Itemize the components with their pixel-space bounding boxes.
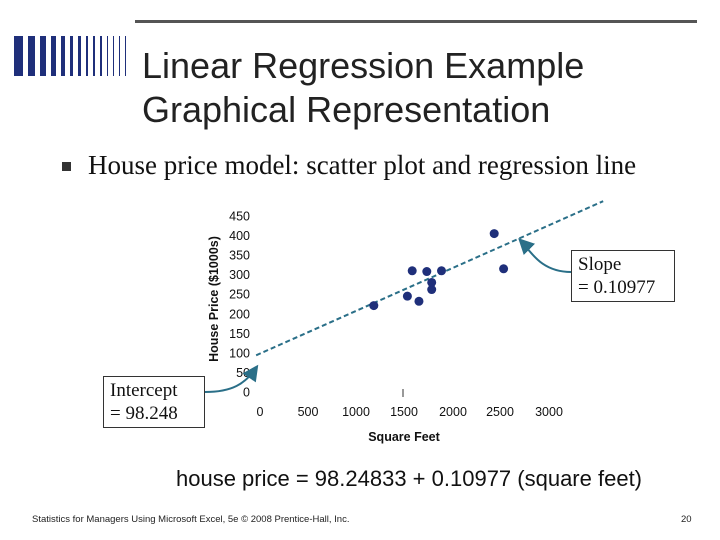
data-point <box>407 266 417 276</box>
slope-value: = 0.10977 <box>578 277 656 298</box>
y-tick-label: 250 <box>229 288 250 302</box>
deco-bar <box>100 36 102 76</box>
intercept-label: Intercept <box>110 380 178 401</box>
data-point <box>427 285 437 295</box>
bullet-text: House price model: scatter plot and regr… <box>88 150 637 180</box>
y-tick-label: 350 <box>229 249 250 263</box>
y-tick-label: 300 <box>229 268 250 282</box>
deco-bar <box>78 36 81 76</box>
data-points <box>369 229 509 311</box>
deco-bar <box>28 36 35 76</box>
footer-citation: Statistics for Managers Using Microsoft … <box>32 514 350 525</box>
title-line-1: Linear Regression Example <box>142 45 585 86</box>
data-point <box>499 264 509 274</box>
x-tick-label: 1500 <box>390 405 418 419</box>
x-tick-label: 2000 <box>439 405 467 419</box>
x-axis-label: Square Feet <box>368 430 440 444</box>
slope-label: Slope <box>578 254 622 275</box>
x-tick-label: 3000 <box>535 405 563 419</box>
intercept-value: = 98.248 <box>110 403 178 424</box>
x-tick-label: 2500 <box>486 405 514 419</box>
regression-equation: house price = 98.24833 + 0.10977 (square… <box>176 466 643 491</box>
page-number: 20 <box>681 514 692 525</box>
decorative-bars <box>14 36 134 76</box>
x-tick-label: 0 <box>257 405 264 419</box>
deco-bar <box>107 36 108 76</box>
data-point <box>437 266 446 276</box>
data-point <box>402 291 412 301</box>
x-tick-label: 500 <box>298 405 319 419</box>
intercept-arrow <box>204 364 259 393</box>
slope-arrow <box>518 238 572 273</box>
intercept-callout: Intercept = 98.248 <box>103 376 205 428</box>
deco-bar <box>93 36 95 76</box>
data-point <box>369 301 379 311</box>
y-tick-label: 0 <box>243 386 250 400</box>
deco-bar <box>40 36 46 76</box>
regression-line <box>255 200 604 357</box>
y-tick-label: 400 <box>229 229 250 243</box>
deco-bar <box>113 36 114 76</box>
data-point <box>422 267 432 277</box>
x-tick-label: 1000 <box>342 405 370 419</box>
data-point <box>427 277 437 287</box>
title-line-2: Graphical Representation <box>142 89 551 130</box>
slide-title: Linear Regression Example Graphical Repr… <box>142 44 584 132</box>
deco-bar <box>14 36 23 76</box>
y-tick-label: 150 <box>229 327 250 341</box>
deco-bar <box>86 36 88 76</box>
deco-bar <box>125 36 126 76</box>
y-tick-label: 200 <box>229 307 250 321</box>
data-point <box>489 229 499 239</box>
top-rule <box>135 20 697 23</box>
y-axis-label: House Price ($1000s) <box>207 236 221 362</box>
x-tick-labels: 0 500 1000 1500 2000 2500 3000 <box>257 405 563 419</box>
deco-bar <box>61 36 65 76</box>
deco-bar <box>119 36 120 76</box>
y-tick-label: 100 <box>229 346 250 360</box>
deco-bar <box>70 36 73 76</box>
bullet-square-icon <box>62 162 71 171</box>
y-tick-label: 450 <box>229 210 250 224</box>
deco-bar <box>51 36 56 76</box>
slope-callout: Slope = 0.10977 <box>571 250 675 302</box>
data-point <box>414 296 424 306</box>
